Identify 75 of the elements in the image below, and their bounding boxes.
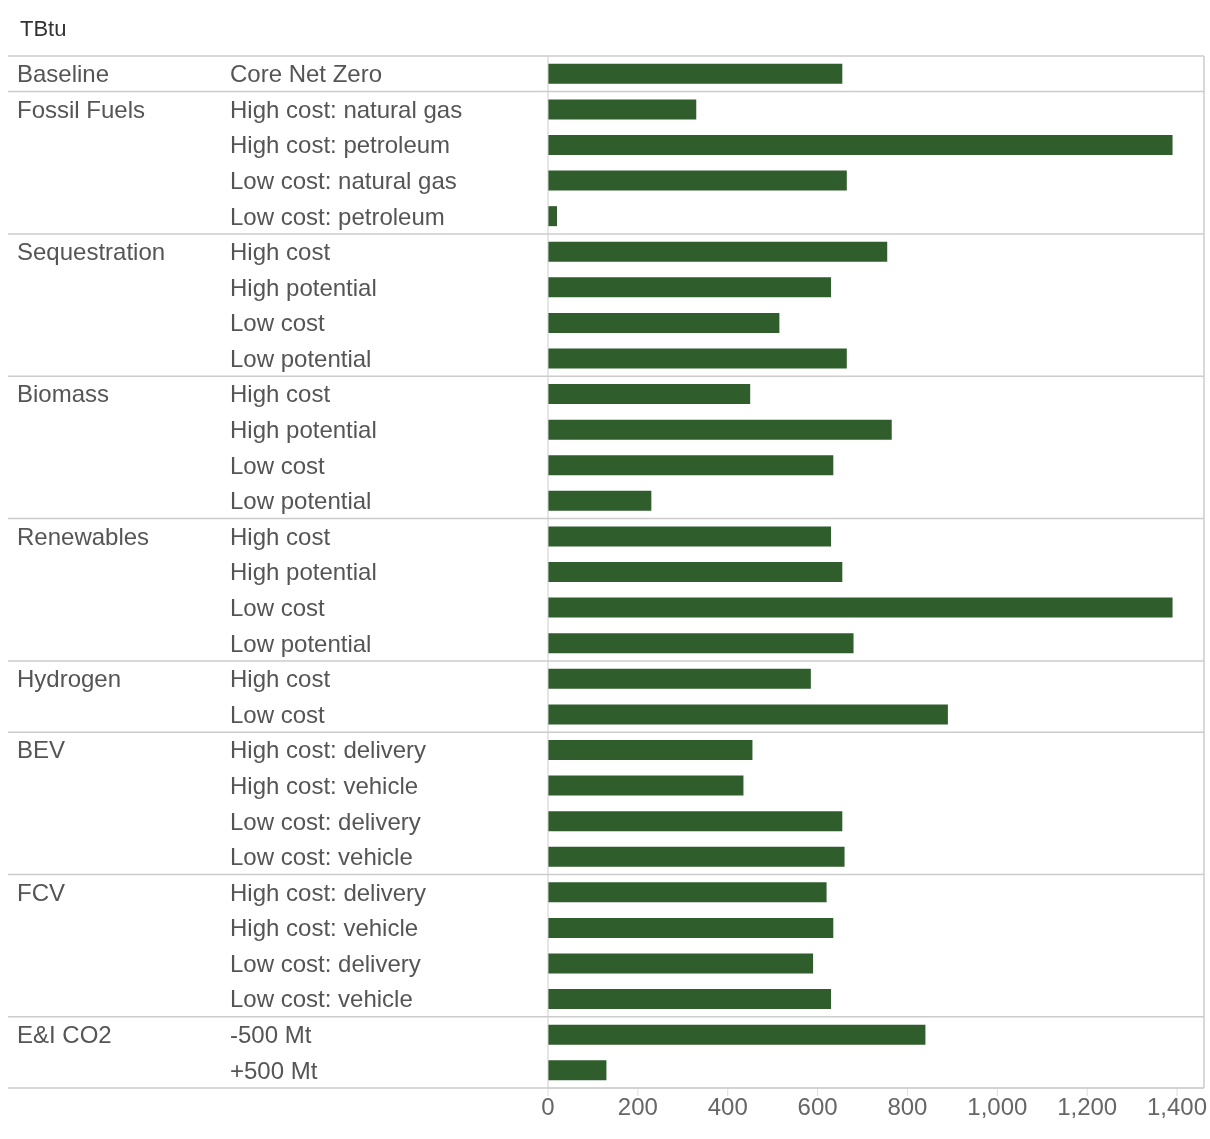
- bar: [548, 668, 811, 689]
- x-tick-label: 600: [797, 1093, 838, 1121]
- y-tick-label: High cost: [230, 238, 331, 266]
- y-tick-label: Low cost: vehicle: [230, 843, 413, 871]
- y-tick-label: High cost: natural gas: [230, 95, 463, 123]
- bar: [548, 597, 1173, 618]
- bar: [548, 633, 854, 654]
- text: E&I CO2: [17, 1021, 112, 1049]
- y-tick-label: Low cost: [230, 593, 326, 621]
- text: FCV: [17, 878, 65, 906]
- bar: [548, 384, 751, 405]
- y-tick-label: High cost: [230, 380, 331, 408]
- bar: [548, 419, 892, 440]
- text: Sequestration: [17, 238, 166, 266]
- y-tick-label: Low cost: petroleum: [230, 202, 445, 230]
- bar: [548, 241, 888, 262]
- bar: [548, 953, 814, 974]
- bar: [548, 312, 780, 333]
- bar: [548, 775, 744, 796]
- y-tick-label: Low cost: [230, 309, 326, 337]
- text: Renewables: [17, 522, 150, 550]
- bar: [548, 1024, 926, 1045]
- x-tick-label: 1,000: [967, 1093, 1028, 1121]
- text: Fossil Fuels: [17, 95, 146, 123]
- y-tick-label: Low cost: natural gas: [230, 166, 457, 194]
- text: Hydrogen: [17, 665, 122, 693]
- y-tick-label: Low potential: [230, 487, 372, 515]
- y-tick-label: High cost: vehicle: [230, 771, 419, 799]
- bar: [548, 989, 832, 1010]
- x-tick-label: 200: [617, 1093, 658, 1121]
- x-tick-label: 0: [541, 1093, 555, 1121]
- y-tick-label: High potential: [230, 558, 377, 586]
- bar: [548, 1060, 607, 1081]
- bar: [548, 739, 753, 760]
- y-tick-label: Low cost: [230, 700, 326, 728]
- bar: [548, 455, 834, 476]
- bar: [548, 846, 845, 867]
- y-tick-label: Low potential: [230, 344, 372, 372]
- y-tick-label: Low potential: [230, 629, 372, 657]
- bar: [548, 562, 843, 583]
- y-tick-label: High cost: [230, 665, 331, 693]
- y-tick-label: High cost: delivery: [230, 736, 427, 764]
- x-tick-label: 800: [887, 1093, 928, 1121]
- bar: [548, 135, 1173, 155]
- bar: [548, 917, 834, 938]
- bar: [548, 490, 652, 511]
- y-tick-label: High potential: [230, 273, 377, 301]
- bar: [548, 170, 847, 191]
- y-tick-label: High cost: [230, 522, 331, 550]
- x-tick-label: 400: [707, 1093, 748, 1121]
- y-tick-label: Core Net Zero: [230, 60, 383, 88]
- y-tick-label: -500 Mt: [230, 1021, 312, 1049]
- y-tick-label: Low cost: delivery: [230, 949, 421, 977]
- y-tick-label: Low cost: vehicle: [230, 985, 413, 1013]
- x-tick-label: 1,400: [1147, 1093, 1208, 1121]
- bar: [548, 882, 827, 903]
- y-tick-label: +500 Mt: [230, 1056, 318, 1084]
- text: TBtu: [20, 16, 67, 41]
- bar: [548, 704, 948, 725]
- y-tick-label: High cost: vehicle: [230, 914, 419, 942]
- text: BEV: [17, 736, 66, 764]
- y-tick-label: High potential: [230, 416, 377, 444]
- bar: [548, 277, 832, 298]
- bar: [548, 348, 847, 369]
- bar: [548, 63, 843, 84]
- y-tick-label: Low cost: [230, 451, 326, 479]
- text: Biomass: [17, 380, 110, 408]
- y-tick-label: High cost: delivery: [230, 878, 427, 906]
- bar: [548, 811, 843, 832]
- bar: [548, 526, 832, 547]
- y-tick-label: High cost: petroleum: [230, 131, 451, 159]
- x-tick-label: 1,200: [1057, 1093, 1118, 1121]
- bar: [548, 99, 697, 120]
- text: Baseline: [17, 60, 110, 88]
- y-tick-label: Low cost: delivery: [230, 807, 421, 835]
